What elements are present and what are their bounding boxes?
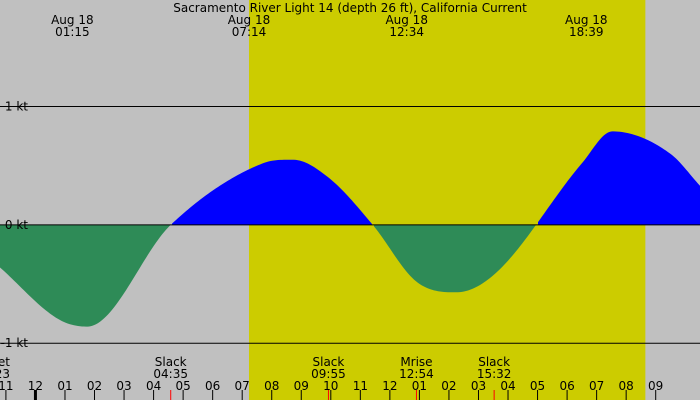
header-date-label: Aug 18 <box>565 13 608 27</box>
ebb-area <box>0 224 170 327</box>
event-label: Mrise <box>400 355 432 369</box>
header-date-label: Aug 18 <box>228 13 271 27</box>
hour-tick-label: 02 <box>441 379 456 393</box>
hour-tick-label: 05 <box>530 379 545 393</box>
hour-tick-label: 11 <box>353 379 368 393</box>
hour-tick-label: 12 <box>28 379 43 393</box>
y-tick-labels: 1 kt 0 kt -1 kt <box>1 100 29 351</box>
hour-tick-label: 03 <box>116 379 131 393</box>
hour-tick-label: 08 <box>619 379 634 393</box>
header-time-label: 01:15 <box>55 25 90 39</box>
y-tick-label: 0 kt <box>5 218 28 232</box>
ebb-area <box>374 224 536 293</box>
hour-tick-label: 09 <box>648 379 663 393</box>
hour-tick-label: 08 <box>264 379 279 393</box>
hour-tick-label: 12 <box>382 379 397 393</box>
event-time-label: 09:55 <box>311 367 346 381</box>
hour-tick-label: 11 <box>0 379 14 393</box>
header-time-label: 12:34 <box>389 25 424 39</box>
y-gridlines <box>0 106 700 344</box>
hour-tick-label: 05 <box>175 379 190 393</box>
hour-tick-label: 04 <box>146 379 161 393</box>
header-date-label: Aug 18 <box>51 13 94 27</box>
y-tick-label: 1 kt <box>5 100 28 114</box>
event-time-label: 04:35 <box>153 367 188 381</box>
hour-tick-label: 02 <box>87 379 102 393</box>
hour-tick-label: 04 <box>500 379 515 393</box>
event-time-label: 15:32 <box>477 367 512 381</box>
event-label: et <box>0 355 10 369</box>
y-tick-label: -1 kt <box>1 336 29 350</box>
event-label: Slack <box>478 355 510 369</box>
hour-tick-label: 09 <box>294 379 309 393</box>
event-time-label: 23 <box>0 367 10 381</box>
hour-tick-label: 07 <box>235 379 250 393</box>
hour-tick-label: 10 <box>323 379 338 393</box>
header-time-label: 07:14 <box>232 25 267 39</box>
flood-area <box>538 131 700 225</box>
event-label: Slack <box>155 355 187 369</box>
hour-tick-label: 01 <box>57 379 72 393</box>
event-label: Slack <box>313 355 345 369</box>
hour-tick-label: 07 <box>589 379 604 393</box>
hour-ticks: 11 12 01 02 03 04 05 06 07 08 09 10 11 12 01 02 03 04 05 06… <box>0 379 663 400</box>
hour-tick-label: 03 <box>471 379 486 393</box>
chart-title: Sacramento River Light 14 (depth 26 ft),… <box>173 1 527 15</box>
flood-area <box>172 159 372 225</box>
header-date-label: Aug 18 <box>385 13 428 27</box>
event-labels: et23Slack04:35Slack09:55Mrise12:54Slack1… <box>0 355 511 381</box>
hour-tick-label: 01 <box>412 379 427 393</box>
event-time-label: 12:54 <box>399 367 434 381</box>
header-time-label: 18:39 <box>569 25 604 39</box>
hour-tick-label: 06 <box>559 379 574 393</box>
hour-tick-label: 06 <box>205 379 220 393</box>
current-series <box>0 131 700 327</box>
